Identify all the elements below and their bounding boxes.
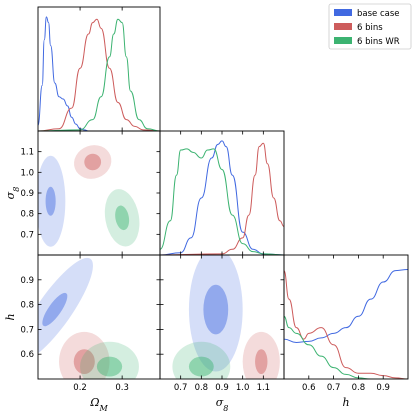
x-axis-label-om: ΩM <box>89 396 108 413</box>
contour-inner-base-case <box>203 284 229 335</box>
panel-s8-h <box>172 255 280 379</box>
contour-inner-6-bins <box>73 349 95 375</box>
x-axis-label-s8: σ8 <box>216 396 229 413</box>
contour-inner-6-bins-WR <box>96 356 123 377</box>
contour-outer-base-case <box>188 255 243 372</box>
contour-outer-6-bins <box>74 145 112 179</box>
legend-swatch-6-bins-WR <box>334 37 352 44</box>
x-tick-label-s8: 0.9 <box>215 383 229 393</box>
contour-outer-6-bins-WR <box>80 341 139 379</box>
contour-outer-6-bins <box>242 331 280 379</box>
legend-swatch-base-case <box>334 9 352 16</box>
y-tick-label-s8: 0.9 <box>20 189 34 199</box>
y-tick-label-s8: 0.8 <box>20 210 34 220</box>
y-tick-label-h: 0.8 <box>20 301 34 311</box>
y-tick-label-s8: 1.0 <box>20 168 34 178</box>
contour-outer-base-case <box>38 257 93 362</box>
x-tick-label-h: 0.7 <box>327 383 341 393</box>
marginal-curve-om-0 <box>38 16 160 131</box>
y-tick-label-h: 0.9 <box>20 276 34 286</box>
marginal-curve-s8-0 <box>160 140 284 255</box>
x-tick-label-s8: 1.1 <box>257 383 271 393</box>
marginal-curve-om-2 <box>38 18 160 131</box>
y-tick-label-h: 0.7 <box>20 325 34 335</box>
x-tick-label-s8: 0.7 <box>174 383 188 393</box>
contour-inner-6-bins-WR <box>115 205 130 231</box>
contour-inner-6-bins <box>84 153 102 171</box>
y-axis-label-s8: σ8 <box>4 187 21 200</box>
marginal-curve-h-1 <box>284 270 408 379</box>
contour-outer-6-bins <box>59 331 110 379</box>
legend-swatch-6-bins <box>334 23 352 30</box>
marginal-curve-om-1 <box>38 18 160 131</box>
panel-frame <box>283 254 409 380</box>
marginal-curve-s8-2 <box>160 148 284 255</box>
x-tick-label-s8: 0.8 <box>195 383 209 393</box>
x-tick-label-s8: 1.0 <box>236 383 250 393</box>
legend-label-6-bins-WR: 6 bins WR <box>357 37 400 47</box>
contour-inner-6-bins <box>255 349 268 375</box>
contour-inner-base-case <box>45 186 56 216</box>
marginal-curve-s8-1 <box>160 142 284 255</box>
legend: base case 6 bins 6 bins WR <box>328 3 412 50</box>
contour-outer-6-bins-WR <box>104 189 140 247</box>
contour-outer-6-bins-WR <box>172 341 231 379</box>
y-axis-label-h: h <box>4 313 17 320</box>
marginal-curve-h-0 <box>284 268 408 343</box>
x-tick-label-om: 0.2 <box>73 383 87 393</box>
y-tick-label-h: 0.6 <box>20 350 34 360</box>
legend-label-base-case: base case <box>357 9 400 19</box>
panel-om-s8 <box>38 145 140 247</box>
x-tick-label-h: 0.6 <box>302 383 316 393</box>
y-tick-label-s8: 0.7 <box>20 230 34 240</box>
contour-inner-base-case <box>42 292 68 327</box>
contour-outer-base-case <box>38 155 66 247</box>
contour-inner-6-bins-WR <box>188 356 214 377</box>
marginal-curve-h-2 <box>284 315 408 379</box>
panel-h-h <box>284 268 408 379</box>
x-axis-label-h: h <box>342 396 349 409</box>
x-tick-label-om: 0.3 <box>115 383 129 393</box>
y-tick-label-s8: 1.1 <box>20 148 34 158</box>
legend-label-6-bins: 6 bins <box>357 23 383 33</box>
x-tick-label-h: 0.9 <box>376 383 390 393</box>
panel-om-om <box>38 16 160 131</box>
panel-s8-s8 <box>160 140 284 255</box>
x-tick-label-h: 0.8 <box>352 383 366 393</box>
panel-om-h <box>38 257 139 379</box>
